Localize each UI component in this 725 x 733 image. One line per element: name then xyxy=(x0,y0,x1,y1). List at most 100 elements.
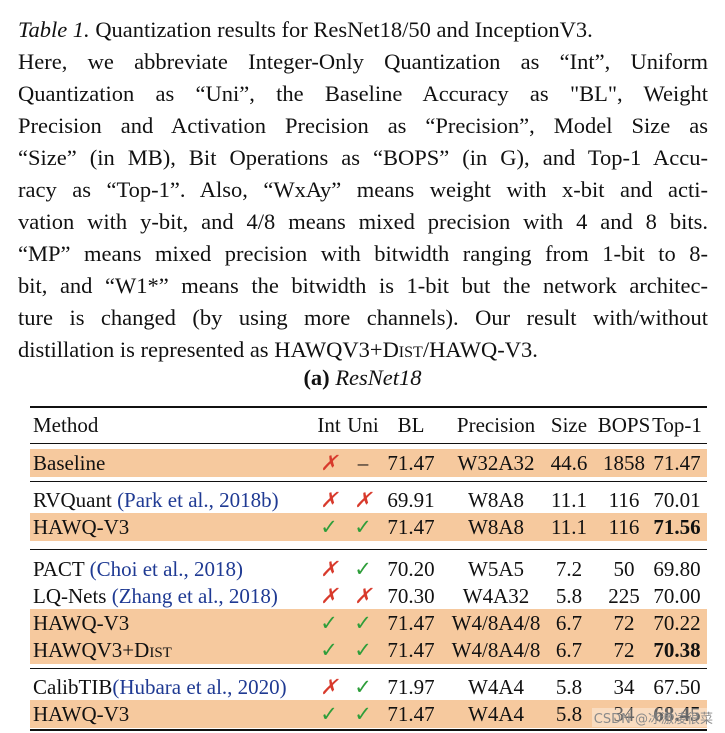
table-row: HAWQ-V3 ✓ ✓ 71.47 W4A4 5.8 34 68.45 xyxy=(30,700,707,728)
table-row: HAWQV3+Dist ✓ ✓ 71.47 W4/8A4/8 6.7 72 70.38 xyxy=(30,636,707,664)
citation-link[interactable]: (Zhang et al., 2018) xyxy=(111,584,278,608)
cell-precision: W4/8A4/8 xyxy=(451,638,541,662)
check-icon: ✓ xyxy=(320,515,338,539)
method-name: RVQuant xyxy=(33,488,118,512)
subtitle-tag: (a) xyxy=(303,365,330,390)
caption-line-2: Quantization as “Uni”, the Baseline Accu… xyxy=(18,81,708,106)
cell-top1: 70.01 xyxy=(653,488,701,512)
table-row: HAWQ-V3 ✓ ✓ 71.47 W8A8 11.1 116 71.56 xyxy=(30,513,707,541)
cell-method: RVQuant (Park et al., 2018b) xyxy=(33,486,279,514)
cell-size: 7.2 xyxy=(555,557,583,581)
check-icon: ✓ xyxy=(354,638,372,662)
cell-bl: 71.97 xyxy=(387,675,435,699)
caption-line-6: vation with y-bit, and 4/8 means mixed p… xyxy=(18,209,708,234)
check-icon: ✓ xyxy=(320,638,338,662)
table-caption: Table 1. Quantization results for ResNet… xyxy=(18,14,708,366)
cell-size: 5.8 xyxy=(555,584,583,608)
citation-link[interactable]: (Hubara et al., 2020) xyxy=(112,675,287,699)
check-icon: ✓ xyxy=(354,675,372,699)
cell-method: HAWQV3+Dist xyxy=(33,636,172,664)
cell-size: 44.6 xyxy=(550,451,588,475)
caption-text-0: Quantization results for ResNet18/50 and… xyxy=(89,17,593,42)
check-icon: ✓ xyxy=(354,611,372,635)
cell-method: HAWQ-V3 xyxy=(33,609,129,637)
cell-method: HAWQ-V3 xyxy=(33,700,129,728)
header-bl: BL xyxy=(397,413,425,437)
cell-bl: 71.47 xyxy=(387,611,435,635)
caption-line-9: ture is changed (by using more channels)… xyxy=(18,305,708,330)
top-rule xyxy=(30,406,707,408)
cell-method: CalibTIB(Hubara et al., 2020) xyxy=(33,673,287,701)
cell-size: 11.1 xyxy=(551,488,587,512)
method-name: HAWQ-V3 xyxy=(33,611,130,635)
cross-icon: ✗ xyxy=(320,451,338,475)
cell-size: 11.1 xyxy=(551,515,587,539)
cell-bl: 71.47 xyxy=(387,702,435,726)
cell-size: 5.8 xyxy=(555,675,583,699)
cell-top1: 69.80 xyxy=(653,557,701,581)
cell-method: HAWQ-V3 xyxy=(33,513,129,541)
cell-bops: 116 xyxy=(608,515,640,539)
cell-bl: 69.91 xyxy=(387,488,435,512)
cell-precision: W4A32 xyxy=(462,584,530,608)
header-method: Method xyxy=(33,413,99,437)
caption-line-5: racy as “Top-1”. Also, “WxAy” means weig… xyxy=(18,177,708,202)
cell-method: PACT (Choi et al., 2018) xyxy=(33,555,243,583)
cell-precision: W8A8 xyxy=(468,515,524,539)
check-icon: ✓ xyxy=(320,611,338,635)
cell-method: LQ-Nets (Zhang et al., 2018) xyxy=(33,582,278,610)
header-top1: Top-1 xyxy=(652,413,702,437)
bottom-rule xyxy=(30,729,707,731)
header-bops: BOPS xyxy=(597,413,651,437)
group-rule xyxy=(30,481,707,482)
cell-top1: 71.47 xyxy=(653,451,701,475)
cross-icon: ✗ xyxy=(354,488,372,512)
citation-link[interactable]: (Park et al., 2018b) xyxy=(117,488,279,512)
cell-top1: 70.00 xyxy=(653,584,701,608)
method-name: HAWQV3+Dist xyxy=(33,638,172,662)
cell-precision: W32A32 xyxy=(457,451,535,475)
caption-line-4: “Size” (in MB), Bit Operations as “BOPS”… xyxy=(18,145,708,170)
subtitle-name: ResNet18 xyxy=(335,365,422,390)
caption-line-0: Table 1. Quantization results for ResNet… xyxy=(18,14,708,46)
check-icon: ✓ xyxy=(354,515,372,539)
cell-bl: 71.47 xyxy=(387,515,435,539)
cell-top1: 68.45 xyxy=(653,702,701,726)
header-precision: Precision xyxy=(456,413,536,437)
cell-size: 6.7 xyxy=(555,611,583,635)
cell-bops: 34 xyxy=(613,702,635,726)
cell-top1: 70.38 xyxy=(653,638,701,662)
citation-link[interactable]: (Choi et al., 2018) xyxy=(89,557,244,581)
cross-icon: ✗ xyxy=(354,584,372,608)
caption-line-3: Precision and Activation Precision as “P… xyxy=(18,113,708,138)
cross-icon: ✗ xyxy=(320,584,338,608)
cell-bl: 70.30 xyxy=(387,584,435,608)
cell-bops: 116 xyxy=(608,488,640,512)
method-name: Baseline xyxy=(33,451,106,475)
cell-bl: 71.47 xyxy=(387,451,435,475)
table-subtitle: (a) ResNet18 xyxy=(0,363,725,393)
caption-line-7: “MP” means mixed precision with bitwidth… xyxy=(18,241,708,266)
method-name: HAWQ-V3 xyxy=(33,702,130,726)
cell-precision: W8A8 xyxy=(468,488,524,512)
cross-icon: ✗ xyxy=(320,488,338,512)
check-icon: ✓ xyxy=(354,702,372,726)
header-size: Size xyxy=(550,413,588,437)
group-rule xyxy=(30,549,707,550)
cell-bops: 34 xyxy=(613,675,635,699)
dash-mark: – xyxy=(357,451,369,475)
cell-precision: W5A5 xyxy=(468,557,524,581)
table-row: LQ-Nets (Zhang et al., 2018) ✗ ✗ 70.30 W4A32… xyxy=(30,582,707,610)
cross-icon: ✗ xyxy=(320,675,338,699)
caption-line-8: bit, and “W1*” means the bitwidth is 1-b… xyxy=(18,273,708,298)
table-row: Baseline ✗ –71.47 W32A32 44.6 1858 71.47 xyxy=(30,449,707,477)
table-row: RVQuant (Park et al., 2018b) ✗ ✗ 69.91 W8A8 1… xyxy=(30,486,707,514)
cell-bops: 72 xyxy=(613,638,635,662)
caption-line-1: Here, we abbreviate Integer-Only Quantiz… xyxy=(18,49,708,74)
check-icon: ✓ xyxy=(320,702,338,726)
header-row: Method Int Uni BL Precision Size BOPS To… xyxy=(30,411,707,439)
method-name: PACT xyxy=(33,557,90,581)
table-row: CalibTIB(Hubara et al., 2020) ✗ ✓ 71.97 W4A4… xyxy=(30,673,707,701)
cell-bops: 72 xyxy=(613,611,635,635)
cell-precision: W4A4 xyxy=(468,675,524,699)
